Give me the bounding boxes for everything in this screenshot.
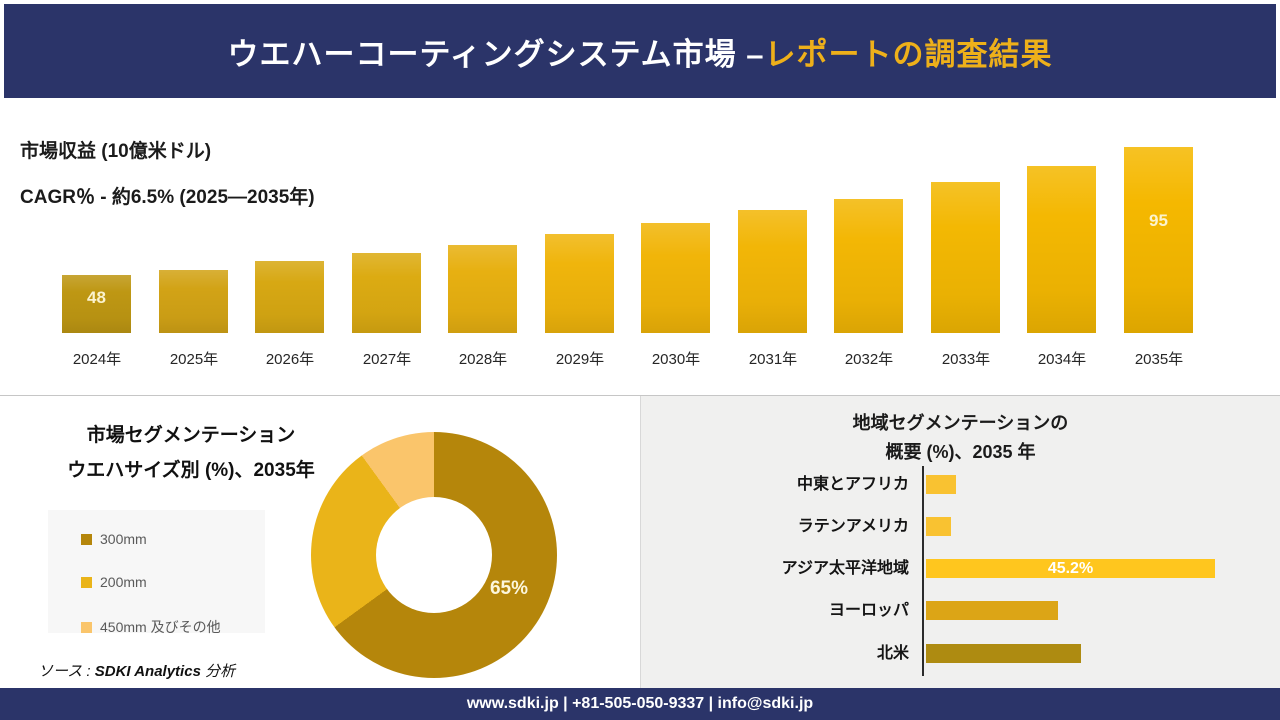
legend-label: 200mm: [100, 574, 147, 590]
regional-bar-row: 中東とアフリカ: [641, 474, 1280, 494]
legend-swatch: [81, 533, 92, 545]
year-label: 2027年: [362, 351, 412, 368]
donut-share-label: 65%: [489, 578, 529, 599]
year-label: 2028年: [458, 351, 508, 368]
legend-label: 450mm 及びその他: [100, 619, 221, 635]
revenue-bar: [931, 182, 1000, 333]
header-banner: ウエハーコーティングシステム市場 –レポートの調査結果: [4, 4, 1276, 98]
year-label: 2035年: [1134, 351, 1184, 368]
source-brand: SDKI Analytics: [94, 663, 201, 680]
regional-category-label: ラテンアメリカ: [797, 517, 909, 535]
legend-item: 300mm: [81, 531, 265, 547]
year-label: 2031年: [748, 351, 798, 368]
regional-bar-row: 北米: [641, 643, 1280, 663]
regional-bar: 45.2%: [926, 559, 1215, 579]
regional-bar: [926, 516, 951, 536]
source-prefix: ソース :: [38, 663, 95, 680]
bar-value-label: 95: [1149, 211, 1168, 231]
regional-bar: [926, 474, 956, 494]
revenue-bars: 48 2024年 2025年 2026年 2027年 2028年 2029年 2030年 203…: [0, 98, 1280, 388]
revenue-bar: [159, 270, 228, 333]
revenue-bar: [738, 210, 807, 333]
revenue-axis-label: 市場収益 (10億米ドル): [20, 141, 212, 162]
regional-category-label: アジア太平洋地域: [781, 560, 909, 578]
revenue-bar: [834, 199, 903, 333]
regional-segmentation-section: 地域セグメンテーションの 概要 (%)、2035 年 中東とアフリカ ラテンアメリ…: [640, 396, 1280, 688]
regional-bar: [926, 643, 1081, 663]
wafer-segmentation-section: 市場セグメンテーション ウエハサイズ別 (%)、2035年 300mm 200mm…: [0, 396, 640, 688]
revenue-bar: [641, 223, 710, 333]
wafer-legend: 300mm 200mm 450mm 及びその他: [48, 510, 265, 635]
wafer-chart-subtitle: ウエハサイズ別 (%)、2035年: [67, 460, 315, 481]
footer-bar: www.sdki.jp | +81-505-050-9337 | info@sd…: [0, 688, 1280, 720]
year-label: 2026年: [265, 351, 315, 368]
year-label: 2025年: [169, 351, 219, 368]
revenue-bar: [255, 261, 324, 333]
year-label: 2030年: [651, 351, 701, 368]
footer-contact: www.sdki.jp | +81-505-050-9337 | info@sd…: [466, 695, 814, 712]
revenue-bar: [352, 253, 421, 333]
source-note: ソース : SDKI Analytics 分析: [38, 660, 235, 681]
year-label: 2029年: [555, 351, 605, 368]
regional-category-label: ヨーロッパ: [828, 602, 909, 620]
regional-title-line1: 地域セグメンテーションの: [852, 413, 1069, 433]
year-label: 2032年: [844, 351, 894, 368]
regional-bar-row: ラテンアメリカ: [641, 516, 1280, 536]
revenue-cagr-label: CAGR％ - 約6.5% (2025―2035年): [20, 187, 315, 208]
source-suffix: 分析: [200, 663, 236, 680]
regional-bar-row: ヨーロッパ: [641, 601, 1280, 621]
bar-value-label: 48: [87, 288, 106, 308]
regional-axis-line: [922, 466, 924, 676]
section-divider: [0, 395, 1280, 396]
page-title-accent: レポートの調査結果: [764, 36, 1053, 72]
legend-item: 200mm: [81, 574, 265, 590]
page-title: ウエハーコーティングシステム市場 –レポートの調査結果: [227, 29, 1052, 74]
wafer-donut-chart: 65%: [311, 432, 557, 678]
regional-category-label: 中東とアフリカ: [796, 475, 909, 493]
year-label: 2033年: [941, 351, 991, 368]
legend-swatch: [81, 576, 92, 588]
regional-bar: [926, 601, 1058, 621]
revenue-bar: 95: [1124, 147, 1193, 333]
year-label: 2024年: [72, 351, 122, 368]
revenue-bar: [448, 245, 517, 333]
donut-hole: [376, 497, 492, 613]
regional-bar-row: アジア太平洋地域 45.2%: [641, 559, 1280, 579]
page-title-main: ウエハーコーティングシステム市場 –: [227, 36, 765, 72]
regional-title-line2: 概要 (%)、2035 年: [885, 442, 1036, 462]
legend-item: 450mm 及びその他: [81, 617, 265, 637]
regional-chart-title: 地域セグメンテーションの 概要 (%)、2035 年: [641, 409, 1280, 467]
regional-value-label: 45.2%: [1047, 560, 1094, 578]
legend-swatch: [81, 621, 92, 633]
revenue-bar: [545, 234, 614, 333]
year-label: 2034年: [1037, 351, 1087, 368]
regional-category-label: 北米: [876, 644, 909, 662]
wafer-chart-title: 市場セグメンテーション: [86, 425, 296, 446]
revenue-bar: 48: [62, 275, 131, 333]
legend-label: 300mm: [100, 531, 147, 547]
revenue-bar: [1027, 166, 1096, 333]
